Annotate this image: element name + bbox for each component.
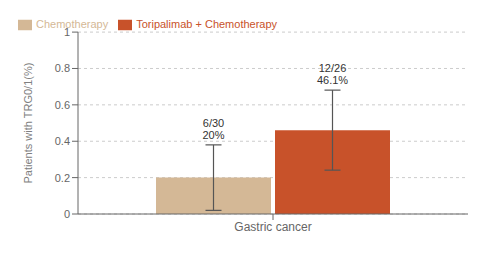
svg-text:Gastric cancer: Gastric cancer xyxy=(234,220,311,234)
svg-text:0.2: 0.2 xyxy=(55,172,70,184)
svg-text:0.6: 0.6 xyxy=(55,99,70,111)
svg-text:Patients with TRG0/1(%): Patients with TRG0/1(%) xyxy=(22,63,34,184)
svg-text:6/3020%: 6/3020% xyxy=(202,117,224,141)
svg-text:1: 1 xyxy=(64,26,70,38)
svg-text:0.4: 0.4 xyxy=(55,135,70,147)
svg-text:0.8: 0.8 xyxy=(55,62,70,74)
svg-text:12/2646.1%: 12/2646.1% xyxy=(317,62,348,86)
svg-text:0: 0 xyxy=(64,208,70,220)
